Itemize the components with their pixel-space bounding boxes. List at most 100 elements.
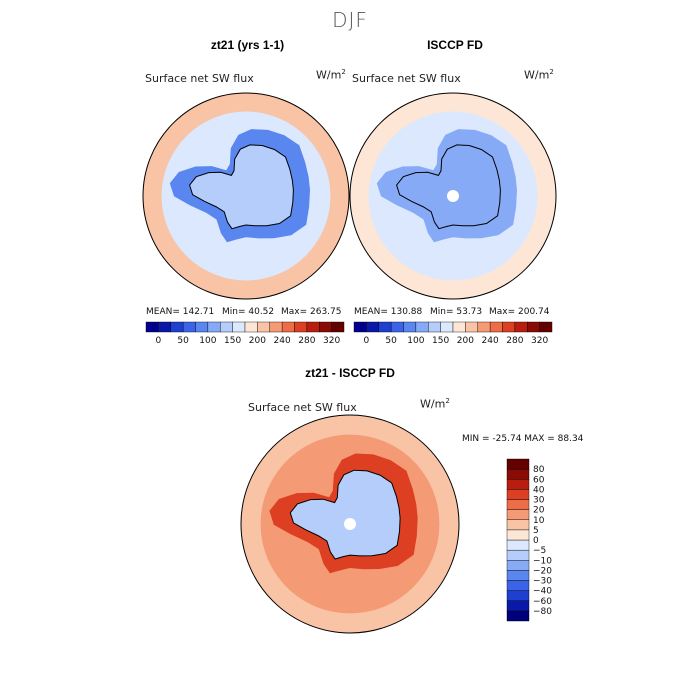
colorbar-2-swatch bbox=[489, 321, 503, 333]
colorbar-1-swatch bbox=[232, 321, 246, 333]
colorbar-3-tick-label: −40 bbox=[533, 587, 552, 597]
colorbar-1-swatch bbox=[207, 321, 221, 333]
panel-2-stats-max: Max= 200.74 bbox=[489, 307, 550, 317]
colorbar-1-tick-label: 50 bbox=[177, 336, 189, 346]
colorbar-2-tick-label: 200 bbox=[457, 336, 474, 346]
colorbar-2-swatch bbox=[390, 321, 404, 333]
colorbar-2-swatch bbox=[527, 321, 540, 333]
colorbar-2-swatch bbox=[415, 321, 429, 333]
panel-3-stats-range: MIN = -25.74 MAX = 88.34 bbox=[462, 434, 584, 444]
panel-2-field-label: Surface net SW flux bbox=[352, 72, 461, 85]
colorbar-2-tick-label: 150 bbox=[432, 336, 449, 346]
colorbar-3-swatch bbox=[506, 610, 530, 622]
colorbar-3-tick-label: −10 bbox=[533, 556, 552, 566]
colorbar-1-swatch bbox=[170, 321, 184, 333]
colorbar-2-swatch bbox=[514, 321, 528, 333]
panel-1-units: W/m2 bbox=[316, 68, 346, 82]
map-3-antarctica bbox=[289, 469, 401, 560]
map-1-field bbox=[143, 93, 349, 299]
colorbar-3-tick-label: 0 bbox=[533, 536, 539, 546]
panel-1-field-label: Surface net SW flux bbox=[145, 72, 254, 85]
colorbar-1-tick-label: 100 bbox=[199, 336, 216, 346]
panel-2-stats-mean: MEAN= 130.88 bbox=[354, 307, 423, 317]
map-1-antarctica bbox=[189, 144, 294, 230]
colorbar-3-tick-label: −20 bbox=[533, 566, 552, 576]
colorbar-2-swatch bbox=[378, 321, 392, 333]
colorbar-3-tick-label: −60 bbox=[533, 597, 552, 607]
map-2-antarctica bbox=[396, 144, 501, 230]
map-2-pole-hole bbox=[447, 190, 459, 202]
panel-2-units-base: W/m bbox=[524, 68, 550, 82]
colorbar-3-swatch bbox=[506, 519, 530, 531]
colorbar-1-swatch bbox=[244, 321, 258, 333]
panel-2-stats-min: Min= 53.73 bbox=[430, 307, 483, 317]
colorbar-1-swatch bbox=[306, 321, 320, 333]
colorbar-1-swatch bbox=[331, 321, 345, 333]
colorbar-3-swatch bbox=[506, 529, 530, 541]
colorbar-3-tick-label: 60 bbox=[533, 475, 545, 485]
map-3-pole-hole bbox=[344, 518, 356, 530]
colorbar-3-swatch bbox=[506, 458, 530, 470]
colorbar-2-swatch bbox=[353, 321, 367, 333]
panel-2-units-exp: 2 bbox=[549, 68, 554, 76]
colorbar-3-swatch bbox=[506, 560, 530, 571]
colorbar-2-swatch bbox=[477, 321, 491, 333]
colorbar-1-tick-label: 0 bbox=[156, 336, 162, 346]
panel-1-stats-min: Min= 40.52 bbox=[222, 307, 275, 317]
map-2-field bbox=[350, 93, 556, 299]
colorbar-2-swatch bbox=[403, 321, 417, 333]
panel-3-field-label: Surface net SW flux bbox=[248, 401, 357, 414]
colorbar-3-swatch bbox=[506, 499, 530, 510]
colorbar-2-swatch bbox=[465, 321, 478, 333]
colorbar-1-swatch bbox=[257, 321, 270, 333]
colorbar-3-tick-label: −5 bbox=[533, 546, 546, 556]
colorbar-2-swatch bbox=[366, 321, 379, 333]
map-3-field bbox=[241, 415, 459, 633]
panel-3-units: W/m2 bbox=[420, 397, 450, 411]
colorbar-3-swatch bbox=[506, 590, 530, 601]
colorbar-2-tick-label: 320 bbox=[531, 336, 548, 346]
colorbar-1-swatch bbox=[294, 321, 308, 333]
colorbar-3-tick-label: 10 bbox=[533, 516, 545, 526]
panel-1-units-exp: 2 bbox=[341, 68, 346, 76]
colorbar-3-swatch bbox=[506, 549, 530, 561]
colorbar-2-swatch bbox=[539, 321, 553, 333]
colorbar-3-tick-label: 40 bbox=[533, 485, 545, 495]
colorbar-1-swatch bbox=[158, 321, 171, 333]
colorbar-3-swatch bbox=[506, 509, 530, 520]
colorbar-3-tick-label: 80 bbox=[533, 465, 545, 475]
panel-2-units: W/m2 bbox=[524, 68, 554, 82]
panel-3-units-exp: 2 bbox=[445, 397, 450, 405]
colorbar-1-tick-label: 150 bbox=[224, 336, 241, 346]
colorbar-2-tick-label: 240 bbox=[482, 336, 499, 346]
colorbar-3-tick-label: −30 bbox=[533, 577, 552, 587]
colorbar-3-tick-label: −80 bbox=[533, 607, 552, 617]
panel-3-title: zt21 - ISCCP FD bbox=[305, 366, 395, 380]
colorbar-3-swatch bbox=[506, 479, 530, 490]
colorbar-2-swatch bbox=[502, 321, 516, 333]
colorbar-1-swatch bbox=[281, 321, 295, 333]
colorbar-2-swatch bbox=[440, 321, 454, 333]
map-1-border bbox=[142, 92, 350, 300]
panel-1-title: zt21 (yrs 1-1) bbox=[210, 38, 285, 52]
colorbar-3-tick-label: 5 bbox=[533, 526, 539, 536]
colorbar-2-swatch bbox=[428, 321, 441, 333]
colorbar-3-swatch bbox=[506, 570, 530, 581]
colorbar-2-tick-label: 280 bbox=[506, 336, 523, 346]
panel-3-units-base: W/m bbox=[420, 397, 446, 411]
colorbar-1-swatch bbox=[269, 321, 283, 333]
colorbar-1-swatch bbox=[220, 321, 233, 333]
colorbar-1-swatch bbox=[145, 321, 159, 333]
map-2-border bbox=[349, 92, 557, 300]
colorbar-2-tick-label: 0 bbox=[364, 336, 370, 346]
colorbar-2-tick-label: 100 bbox=[407, 336, 424, 346]
colorbar-3-tick-label: 30 bbox=[533, 496, 545, 506]
figure-title: DJF bbox=[332, 8, 368, 32]
colorbar-3-swatch bbox=[506, 489, 530, 500]
colorbar-1-tick-label: 200 bbox=[249, 336, 266, 346]
colorbar-2-swatch bbox=[452, 321, 466, 333]
colorbar-1-swatch bbox=[319, 321, 332, 333]
map-3-border bbox=[240, 414, 460, 634]
colorbar-3-swatch bbox=[506, 600, 530, 612]
